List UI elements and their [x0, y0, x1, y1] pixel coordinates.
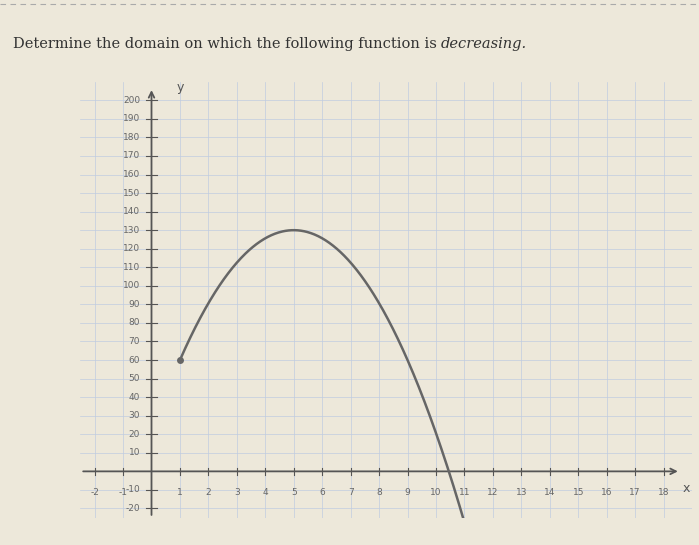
Text: Determine the domain on which the following function is: Determine the domain on which the follow…: [13, 37, 441, 51]
Text: -10: -10: [125, 486, 140, 494]
Text: 70: 70: [129, 337, 140, 346]
Text: 180: 180: [123, 133, 140, 142]
Text: 1: 1: [177, 488, 183, 497]
Text: 90: 90: [129, 300, 140, 309]
Text: y: y: [176, 81, 184, 94]
Text: 130: 130: [123, 226, 140, 235]
Text: decreasing.: decreasing.: [441, 37, 527, 51]
Text: 6: 6: [319, 488, 325, 497]
Text: -1: -1: [119, 488, 127, 497]
Text: 17: 17: [629, 488, 641, 497]
Text: 2: 2: [206, 488, 211, 497]
Text: 160: 160: [123, 170, 140, 179]
Text: 80: 80: [129, 318, 140, 328]
Text: 10: 10: [430, 488, 442, 497]
Text: 8: 8: [376, 488, 382, 497]
Text: 100: 100: [123, 281, 140, 290]
Text: 30: 30: [129, 411, 140, 420]
Text: 120: 120: [123, 244, 140, 253]
Text: 140: 140: [123, 207, 140, 216]
Text: 150: 150: [123, 189, 140, 198]
Text: -20: -20: [126, 504, 140, 513]
Text: 14: 14: [544, 488, 556, 497]
Text: 13: 13: [516, 488, 527, 497]
Text: 50: 50: [129, 374, 140, 383]
Text: 3: 3: [234, 488, 240, 497]
Text: 5: 5: [291, 488, 296, 497]
Text: 7: 7: [348, 488, 354, 497]
Text: x: x: [683, 482, 690, 494]
Text: 40: 40: [129, 392, 140, 402]
Text: 18: 18: [658, 488, 670, 497]
Text: 20: 20: [129, 430, 140, 439]
Text: 200: 200: [123, 96, 140, 105]
Text: 15: 15: [572, 488, 584, 497]
Text: 9: 9: [405, 488, 410, 497]
Text: -2: -2: [90, 488, 99, 497]
Text: 190: 190: [123, 114, 140, 123]
Text: 16: 16: [601, 488, 612, 497]
Text: 11: 11: [459, 488, 470, 497]
Text: 4: 4: [263, 488, 268, 497]
Text: 110: 110: [123, 263, 140, 272]
Text: 170: 170: [123, 152, 140, 160]
Text: 12: 12: [487, 488, 498, 497]
Text: 10: 10: [129, 449, 140, 457]
Text: 60: 60: [129, 355, 140, 365]
